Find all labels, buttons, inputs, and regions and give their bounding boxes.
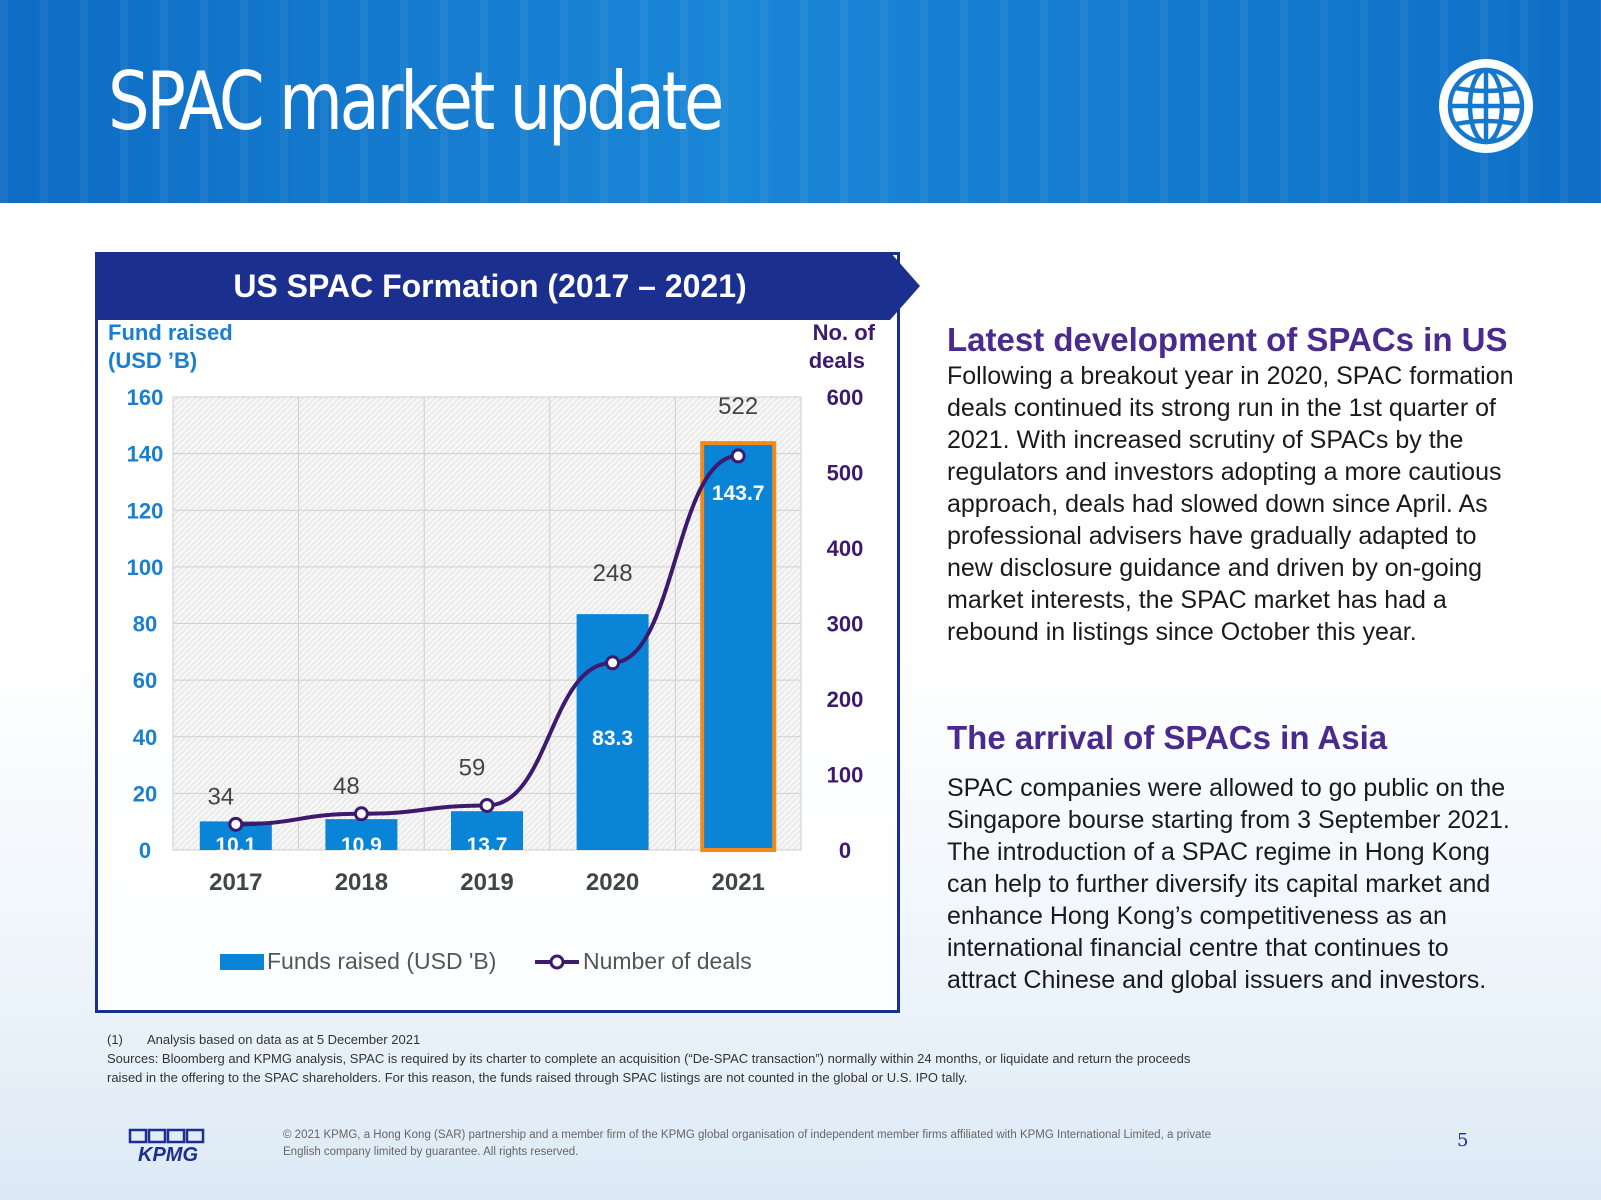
bar-2021 bbox=[700, 441, 777, 852]
deals-point bbox=[479, 797, 495, 813]
legend-line-label: Number of deals bbox=[583, 948, 752, 974]
deals-point bbox=[228, 816, 244, 832]
left-axis-title-line2: (USD ’B) bbox=[108, 348, 197, 373]
right-tick-label: 100 bbox=[827, 763, 864, 788]
right-tick-label: 400 bbox=[827, 536, 864, 561]
body-line: 2021. With increased scrutiny of SPACs b… bbox=[947, 426, 1464, 454]
body-line: approach, deals had slowed down since Ap… bbox=[947, 490, 1488, 518]
legend-bar-label: Funds raised (USD 'B) bbox=[267, 948, 496, 974]
footnote-text: Analysis based on data as at 5 December … bbox=[147, 1032, 421, 1047]
body-line: enhance Hong Kong’s competitiveness as a… bbox=[947, 902, 1447, 930]
sources-line: raised in the offering to the SPAC share… bbox=[107, 1070, 968, 1085]
chart-title-banner bbox=[95, 252, 920, 320]
bar-value-label: 10.9 bbox=[341, 834, 382, 857]
body-line: rebound in listings since October this y… bbox=[947, 618, 1417, 646]
body-line: Following a breakout year in 2020, SPAC … bbox=[947, 362, 1514, 390]
right-tick-label: 0 bbox=[839, 838, 851, 863]
right-axis-title-line1: No. of bbox=[813, 320, 876, 345]
left-tick-label: 40 bbox=[133, 725, 157, 750]
body-line: international financial centre that cont… bbox=[947, 934, 1449, 962]
footnote-number: (1) bbox=[107, 1032, 123, 1047]
legend-line-marker bbox=[549, 954, 565, 970]
left-tick-label: 60 bbox=[133, 668, 157, 693]
left-tick-label: 160 bbox=[127, 385, 164, 410]
right-axis-title-line2: deals bbox=[809, 348, 865, 373]
kpmg-logo: KPMG bbox=[128, 1128, 205, 1164]
bar-value-label: 83.3 bbox=[592, 727, 633, 750]
section-us: Latest development of SPACs in US Follow… bbox=[947, 320, 1567, 648]
globe-icon bbox=[1439, 59, 1533, 153]
deals-value-label: 34 bbox=[207, 783, 234, 810]
footnotes: (1) Analysis based on data as at 5 Decemb… bbox=[107, 1030, 1457, 1087]
deals-line bbox=[235, 453, 739, 827]
bar-value-label: 13.7 bbox=[467, 834, 508, 857]
sources-line: Sources: Bloomberg and KPMG analysis, SP… bbox=[107, 1051, 1191, 1066]
body-line: market interests, the SPAC market has ha… bbox=[947, 586, 1447, 614]
deals-value-label: 48 bbox=[333, 773, 360, 800]
deals-point bbox=[353, 806, 369, 822]
left-tick-label: 140 bbox=[127, 442, 164, 467]
svg-text:KPMG: KPMG bbox=[138, 1144, 198, 1164]
header-background-pattern bbox=[0, 0, 1601, 203]
header-banner: SPAC market update bbox=[0, 0, 1601, 203]
right-tick-label: 600 bbox=[827, 385, 864, 410]
body-line: SPAC companies were allowed to go public… bbox=[947, 774, 1506, 802]
deals-point bbox=[605, 655, 621, 671]
body-line: regulators and investors adopting a more… bbox=[947, 458, 1502, 486]
section-body: Following a breakout year in 2020, SPAC … bbox=[947, 360, 1567, 648]
body-line: professional advisers have gradually ada… bbox=[947, 522, 1477, 550]
left-tick-label: 80 bbox=[133, 612, 157, 637]
deals-value-label: 59 bbox=[459, 754, 486, 781]
body-line: Singapore bourse starting from 3 Septemb… bbox=[947, 806, 1510, 834]
x-tick-label: 2017 bbox=[209, 869, 262, 896]
left-tick-label: 0 bbox=[139, 838, 151, 863]
legend-bar-swatch bbox=[220, 954, 264, 970]
chart-title: US SPAC Formation (2017 – 2021) bbox=[233, 268, 747, 304]
right-tick-label: 200 bbox=[827, 687, 864, 712]
page-title: SPAC market update bbox=[108, 55, 724, 148]
copyright-line: © 2021 KPMG, a Hong Kong (SAR) partnersh… bbox=[283, 1129, 1212, 1141]
left-tick-label: 100 bbox=[127, 555, 164, 580]
body-line: can help to further diversify its capita… bbox=[947, 870, 1491, 898]
right-tick-label: 500 bbox=[827, 461, 864, 486]
deals-value-label: 522 bbox=[718, 393, 758, 420]
section-title: Latest development of SPACs in US bbox=[947, 321, 1508, 358]
body-line: The introduction of a SPAC regime in Hon… bbox=[947, 838, 1490, 866]
page-number: 5 bbox=[1457, 1130, 1469, 1151]
left-tick-label: 120 bbox=[127, 498, 164, 523]
spac-formation-chart: Fund raised (USD ’B) No. of deals 0 20 40 6… bbox=[108, 320, 876, 974]
x-tick-label: 2020 bbox=[586, 869, 639, 896]
x-tick-label: 2021 bbox=[712, 869, 765, 896]
x-tick-label: 2019 bbox=[460, 869, 513, 896]
body-line: deals continued its strong run in the 1s… bbox=[947, 394, 1496, 422]
bar-2020 bbox=[576, 614, 649, 850]
copyright: © 2021 KPMG, a Hong Kong (SAR) partnersh… bbox=[283, 1127, 1363, 1161]
left-tick-label: 20 bbox=[133, 781, 157, 806]
left-axis-title-line1: Fund raised bbox=[108, 320, 233, 345]
bar-2018 bbox=[325, 819, 398, 850]
bar-2019 bbox=[451, 811, 523, 850]
x-tick-label: 2018 bbox=[335, 869, 388, 896]
body-line: attract Chinese and global issuers and i… bbox=[947, 966, 1487, 994]
section-title: The arrival of SPACs in Asia bbox=[947, 719, 1388, 756]
bar-value-label: 143.7 bbox=[712, 482, 765, 505]
section-body: SPAC companies were allowed to go public… bbox=[947, 772, 1567, 996]
bar-value-label: 10.1 bbox=[215, 834, 256, 857]
deals-value-label: 248 bbox=[593, 560, 633, 587]
section-asia: The arrival of SPACs in Asia SPAC compan… bbox=[947, 718, 1567, 996]
copyright-line: English company limited by guarantee. Al… bbox=[283, 1146, 579, 1158]
right-tick-label: 300 bbox=[827, 612, 864, 637]
deals-point bbox=[730, 448, 746, 464]
body-line: new disclosure guidance and driven by on… bbox=[947, 554, 1483, 582]
